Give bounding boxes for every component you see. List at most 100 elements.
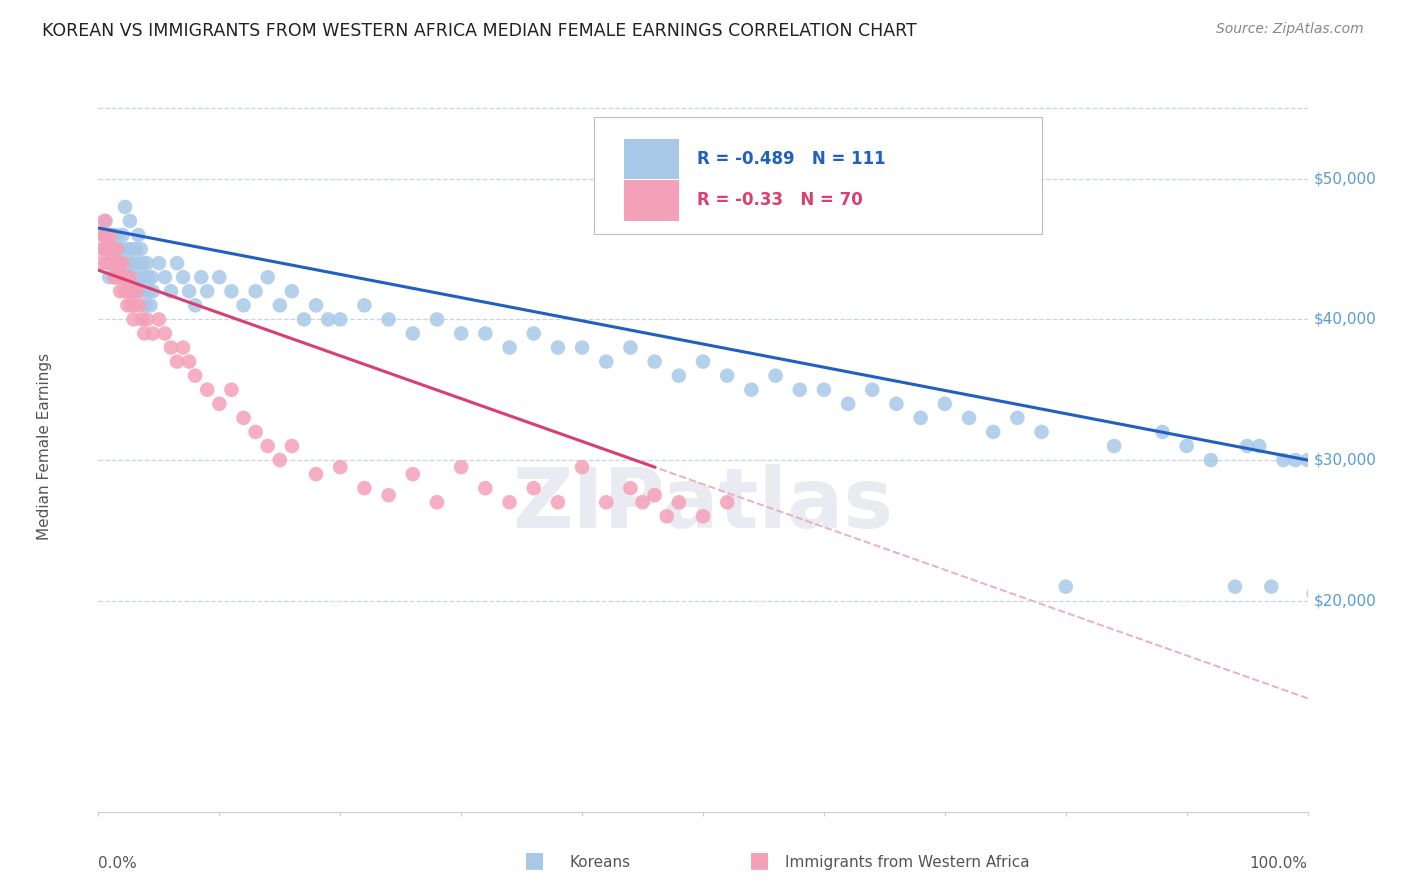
Point [114, 200, 136, 214]
Point [101, 242, 124, 256]
Point [292, 312, 315, 326]
Point [426, 312, 449, 326]
Point [377, 488, 399, 502]
Point [104, 256, 127, 270]
Point [1175, 439, 1198, 453]
Point [100, 256, 122, 270]
Point [329, 312, 352, 326]
Text: $40,000: $40,000 [1313, 312, 1376, 326]
Text: ■: ■ [749, 850, 769, 870]
Point [221, 285, 243, 299]
Point [716, 495, 738, 509]
Point [97, 256, 120, 270]
Point [450, 460, 472, 475]
Point [120, 242, 142, 256]
Point [90, 256, 112, 270]
Point [232, 298, 254, 312]
Point [195, 285, 218, 299]
Point [208, 397, 231, 411]
Point [134, 326, 156, 341]
Point [281, 439, 304, 453]
Point [245, 285, 267, 299]
Point [96, 242, 118, 256]
Point [765, 368, 787, 383]
Point [1031, 425, 1053, 439]
Point [136, 270, 159, 285]
Point [98, 270, 121, 285]
Point [100, 242, 122, 256]
Point [269, 298, 291, 312]
Point [1272, 453, 1295, 467]
Point [112, 270, 135, 285]
Point [142, 326, 165, 341]
Point [148, 256, 170, 270]
Point [96, 256, 118, 270]
Point [110, 256, 132, 270]
Point [117, 256, 139, 270]
Point [716, 368, 738, 383]
Point [1296, 453, 1319, 467]
Point [103, 270, 125, 285]
Point [134, 270, 156, 285]
Point [957, 410, 980, 425]
Bar [624, 180, 679, 220]
Point [498, 341, 520, 355]
Point [179, 285, 201, 299]
Point [110, 270, 132, 285]
Point [132, 285, 155, 299]
Point [450, 326, 472, 341]
Point [655, 509, 678, 524]
Point [184, 298, 207, 312]
Point [571, 341, 593, 355]
Point [245, 425, 267, 439]
Point [644, 488, 666, 502]
Text: $20,000: $20,000 [1313, 593, 1376, 608]
Point [860, 383, 883, 397]
Point [108, 256, 131, 270]
Point [740, 383, 762, 397]
Point [1236, 439, 1258, 453]
Point [256, 439, 278, 453]
Text: 100.0%: 100.0% [1250, 855, 1308, 871]
Point [523, 481, 546, 495]
Point [112, 270, 135, 285]
Point [190, 270, 212, 285]
Text: KOREAN VS IMMIGRANTS FROM WESTERN AFRICA MEDIAN FEMALE EARNINGS CORRELATION CHAR: KOREAN VS IMMIGRANTS FROM WESTERN AFRICA… [42, 22, 917, 40]
Point [117, 298, 139, 312]
Point [281, 285, 304, 299]
Point [1315, 593, 1337, 607]
Point [1339, 593, 1361, 607]
Point [1344, 453, 1367, 467]
Point [179, 354, 201, 368]
Point [124, 285, 146, 299]
Point [523, 326, 546, 341]
Point [221, 383, 243, 397]
Point [789, 383, 811, 397]
Point [135, 298, 157, 312]
Point [124, 298, 146, 312]
Point [316, 312, 339, 326]
Point [305, 298, 328, 312]
Point [910, 410, 932, 425]
Point [1320, 587, 1343, 601]
Point [125, 242, 148, 256]
Point [1260, 580, 1282, 594]
Point [474, 326, 496, 341]
Point [571, 460, 593, 475]
Point [115, 242, 138, 256]
Point [118, 270, 141, 285]
Text: ■: ■ [524, 850, 544, 870]
Point [232, 410, 254, 425]
Point [105, 227, 128, 242]
Point [172, 270, 194, 285]
Point [91, 227, 114, 242]
Point [111, 227, 134, 242]
Point [153, 270, 176, 285]
Point [127, 227, 149, 242]
Point [329, 460, 352, 475]
Point [981, 425, 1004, 439]
Point [127, 285, 149, 299]
Point [1249, 439, 1271, 453]
Point [93, 214, 115, 228]
Point [93, 227, 115, 242]
